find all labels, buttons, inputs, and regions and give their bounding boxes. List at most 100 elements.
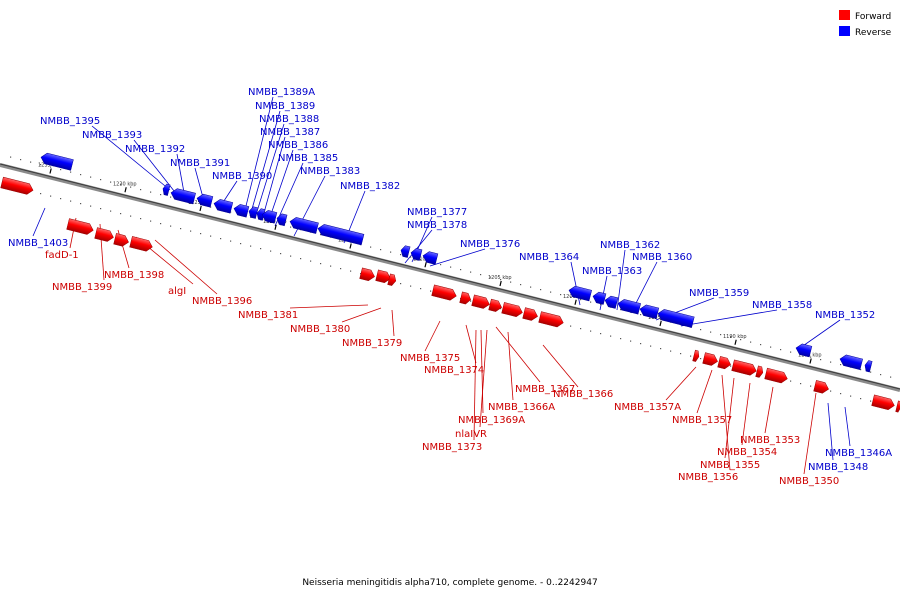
forward-gene-arrow: [522, 307, 538, 321]
gene-label: NMBB_1396: [192, 296, 252, 307]
forward-gene-arrow: [895, 400, 900, 413]
reverse-gene-arrow: [289, 217, 319, 234]
reverse-gene-arrow: [592, 291, 607, 305]
gene-label: NMBB_1369A: [458, 415, 525, 426]
minor-dot: [40, 164, 42, 166]
kbp-tick-label: 1205 kbp: [488, 275, 512, 281]
minor-dot: [700, 329, 702, 331]
reverse-gene-arrow: [400, 245, 411, 258]
forward-gene-arrow: [129, 236, 153, 252]
minor-dot: [640, 343, 642, 345]
gene-label: NMBB_1354: [717, 447, 777, 458]
minor-dot: [400, 254, 402, 256]
forward-gene-arrow: [501, 302, 523, 317]
label-connector: [542, 344, 579, 388]
kbp-tick: [499, 280, 502, 287]
minor-dot: [280, 253, 282, 255]
minor-dot: [750, 341, 752, 343]
label-connector: [465, 324, 477, 364]
minor-dot: [870, 371, 872, 373]
gene-label: NMBB_1367: [515, 384, 575, 395]
minor-dot: [320, 234, 322, 236]
label-connector: [680, 309, 778, 327]
genome-axis: [0, 163, 900, 392]
reverse-gene-arrow: [317, 224, 365, 246]
forward-gene-arrow: [0, 176, 34, 195]
gene-label: NMBB_1376: [460, 239, 520, 250]
minor-dot: [10, 156, 12, 158]
minor-dot: [440, 264, 442, 266]
minor-dot: [650, 345, 652, 347]
minor-dot: [390, 251, 392, 253]
minor-dot: [500, 279, 502, 281]
gene-label: NMBB_1382: [340, 181, 400, 192]
minor-dot: [210, 235, 212, 237]
minor-dot: [860, 369, 862, 371]
minor-dot: [730, 336, 732, 338]
gene-label: NMBB_1398: [104, 270, 164, 281]
gene-label: NMBB_1362: [600, 240, 660, 251]
minor-dot: [400, 283, 402, 285]
minor-dot: [620, 338, 622, 340]
gene-label: NMBB_1389A: [248, 87, 315, 98]
forward-gene-arrow: [488, 298, 502, 312]
minor-dot: [670, 350, 672, 352]
forward-gene-arrow: [387, 273, 397, 286]
label-connector: [764, 386, 774, 434]
minor-dot: [290, 226, 292, 228]
minor-dot: [380, 249, 382, 251]
minor-dot: [160, 194, 162, 196]
minor-dot: [140, 218, 142, 220]
label-connector: [473, 329, 477, 441]
gene-labels: NMBB_1395 NMBB_1393 NMBB_1392 NMBB_1391 NMBB…: [8, 87, 892, 487]
label-connector: [243, 96, 274, 215]
forward-gene-arrow: [375, 269, 391, 284]
forward-gene-arrow: [717, 356, 731, 370]
label-connector: [495, 326, 541, 383]
minor-dot: [480, 274, 482, 276]
minor-dot: [620, 309, 622, 311]
reverse-gene-arrow: [422, 251, 439, 265]
minor-dot: [320, 263, 322, 265]
reverse-gene-arrow: [568, 285, 592, 302]
minor-dot: [610, 335, 612, 337]
gene-label: NMBB_1388: [259, 114, 319, 125]
minor-dot: [520, 284, 522, 286]
minor-dot: [800, 383, 802, 385]
minor-dot: [770, 346, 772, 348]
gene-label: NMBB_1390: [212, 171, 272, 182]
forward-gene-arrow: [813, 380, 829, 394]
minor-dot: [270, 250, 272, 252]
gene-label: NMBB_1399: [52, 282, 112, 293]
minor-dot: [130, 186, 132, 188]
minor-dot: [50, 166, 52, 168]
minor-dot: [810, 356, 812, 358]
minor-dot: [100, 179, 102, 181]
gene-label: NMBB_1380: [290, 324, 350, 335]
minor-dot: [830, 361, 832, 363]
gene-label: NMBB_1353: [740, 435, 800, 446]
minor-dot: [190, 230, 192, 232]
minor-dot: [230, 240, 232, 242]
label-connector: [721, 374, 731, 471]
label-connector: [844, 406, 851, 447]
label-connector: [665, 366, 697, 401]
gene-label: NMBB_1357A: [614, 402, 681, 413]
minor-dot: [460, 269, 462, 271]
forward-gene-arrow: [94, 227, 114, 242]
gene-label: NMBB_1403: [8, 238, 68, 249]
reverse-gene-arrow: [639, 304, 660, 320]
minor-dot: [500, 308, 502, 310]
minor-dot: [510, 281, 512, 283]
kbp-tick-label: 1235 kbp: [38, 163, 62, 169]
minor-dot: [100, 208, 102, 210]
minor-dot: [790, 351, 792, 353]
legend: Forward Reverse: [839, 10, 892, 38]
gene-label: NMBB_1359: [689, 288, 749, 299]
reverse-gene-arrow: [276, 213, 288, 227]
reverse-gene-arrow: [617, 299, 641, 315]
label-connector: [724, 377, 735, 459]
label-connector: [341, 307, 382, 323]
minor-dot: [150, 191, 152, 193]
